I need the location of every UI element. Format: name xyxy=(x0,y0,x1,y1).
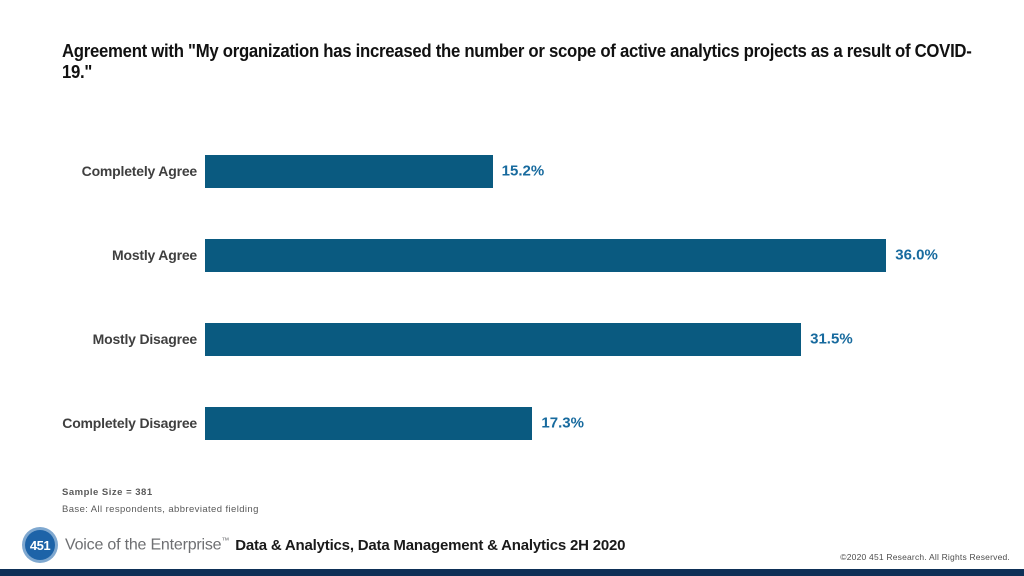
bar-track: 31.5% xyxy=(205,322,962,356)
base-note: Base: All respondents, abbreviated field… xyxy=(62,504,259,515)
bar xyxy=(205,406,533,440)
product-name: Data & Analytics, Data Management & Anal… xyxy=(235,536,626,554)
category-label: Mostly Disagree xyxy=(92,331,198,347)
bar-track: 36.0% xyxy=(205,238,962,272)
bar-track: 17.3% xyxy=(205,406,962,440)
bar-chart: Completely Agree 15.2% Mostly Agree 36.0% Mo… xyxy=(62,129,1012,465)
notes-block: Sample Size = 381 Base: All respondents,… xyxy=(62,484,259,518)
chart-row: Completely Agree 15.2% xyxy=(62,129,1012,213)
bar xyxy=(205,154,493,188)
chart-row: Completely Disagree 17.3% xyxy=(62,381,1012,465)
bar-track: 15.2% xyxy=(205,154,962,188)
value-label: 31.5% xyxy=(810,330,853,348)
chart-row: Mostly Disagree 31.5% xyxy=(62,297,1012,381)
bar xyxy=(205,322,802,356)
category-label: Completely Agree xyxy=(81,163,198,179)
chart-title: Agreement with "My organization has incr… xyxy=(62,41,972,83)
value-label: 15.2% xyxy=(501,162,545,180)
brand-voice-of-the-enterprise: Voice of the Enterprise™ xyxy=(65,536,229,554)
value-label: 36.0% xyxy=(895,246,938,264)
451-logo-text: 451 xyxy=(25,530,55,560)
chart-row: Mostly Agree 36.0% xyxy=(62,213,1012,297)
sample-size-note: Sample Size = 381 xyxy=(62,487,153,498)
brand-text: Voice of the Enterprise xyxy=(65,536,222,554)
bottom-accent-bar xyxy=(0,569,1024,576)
category-label: Mostly Agree xyxy=(112,247,197,263)
category-label: Completely Disagree xyxy=(62,415,197,431)
value-label: 17.3% xyxy=(541,414,584,432)
footer-brand-row: 451 Voice of the Enterprise™ Data & Anal… xyxy=(22,527,626,563)
451-logo-icon: 451 xyxy=(22,527,58,563)
copyright-text: ©2020 451 Research. All Rights Reserved. xyxy=(840,552,1010,562)
bar xyxy=(205,238,887,272)
trademark-symbol: ™ xyxy=(221,535,230,545)
